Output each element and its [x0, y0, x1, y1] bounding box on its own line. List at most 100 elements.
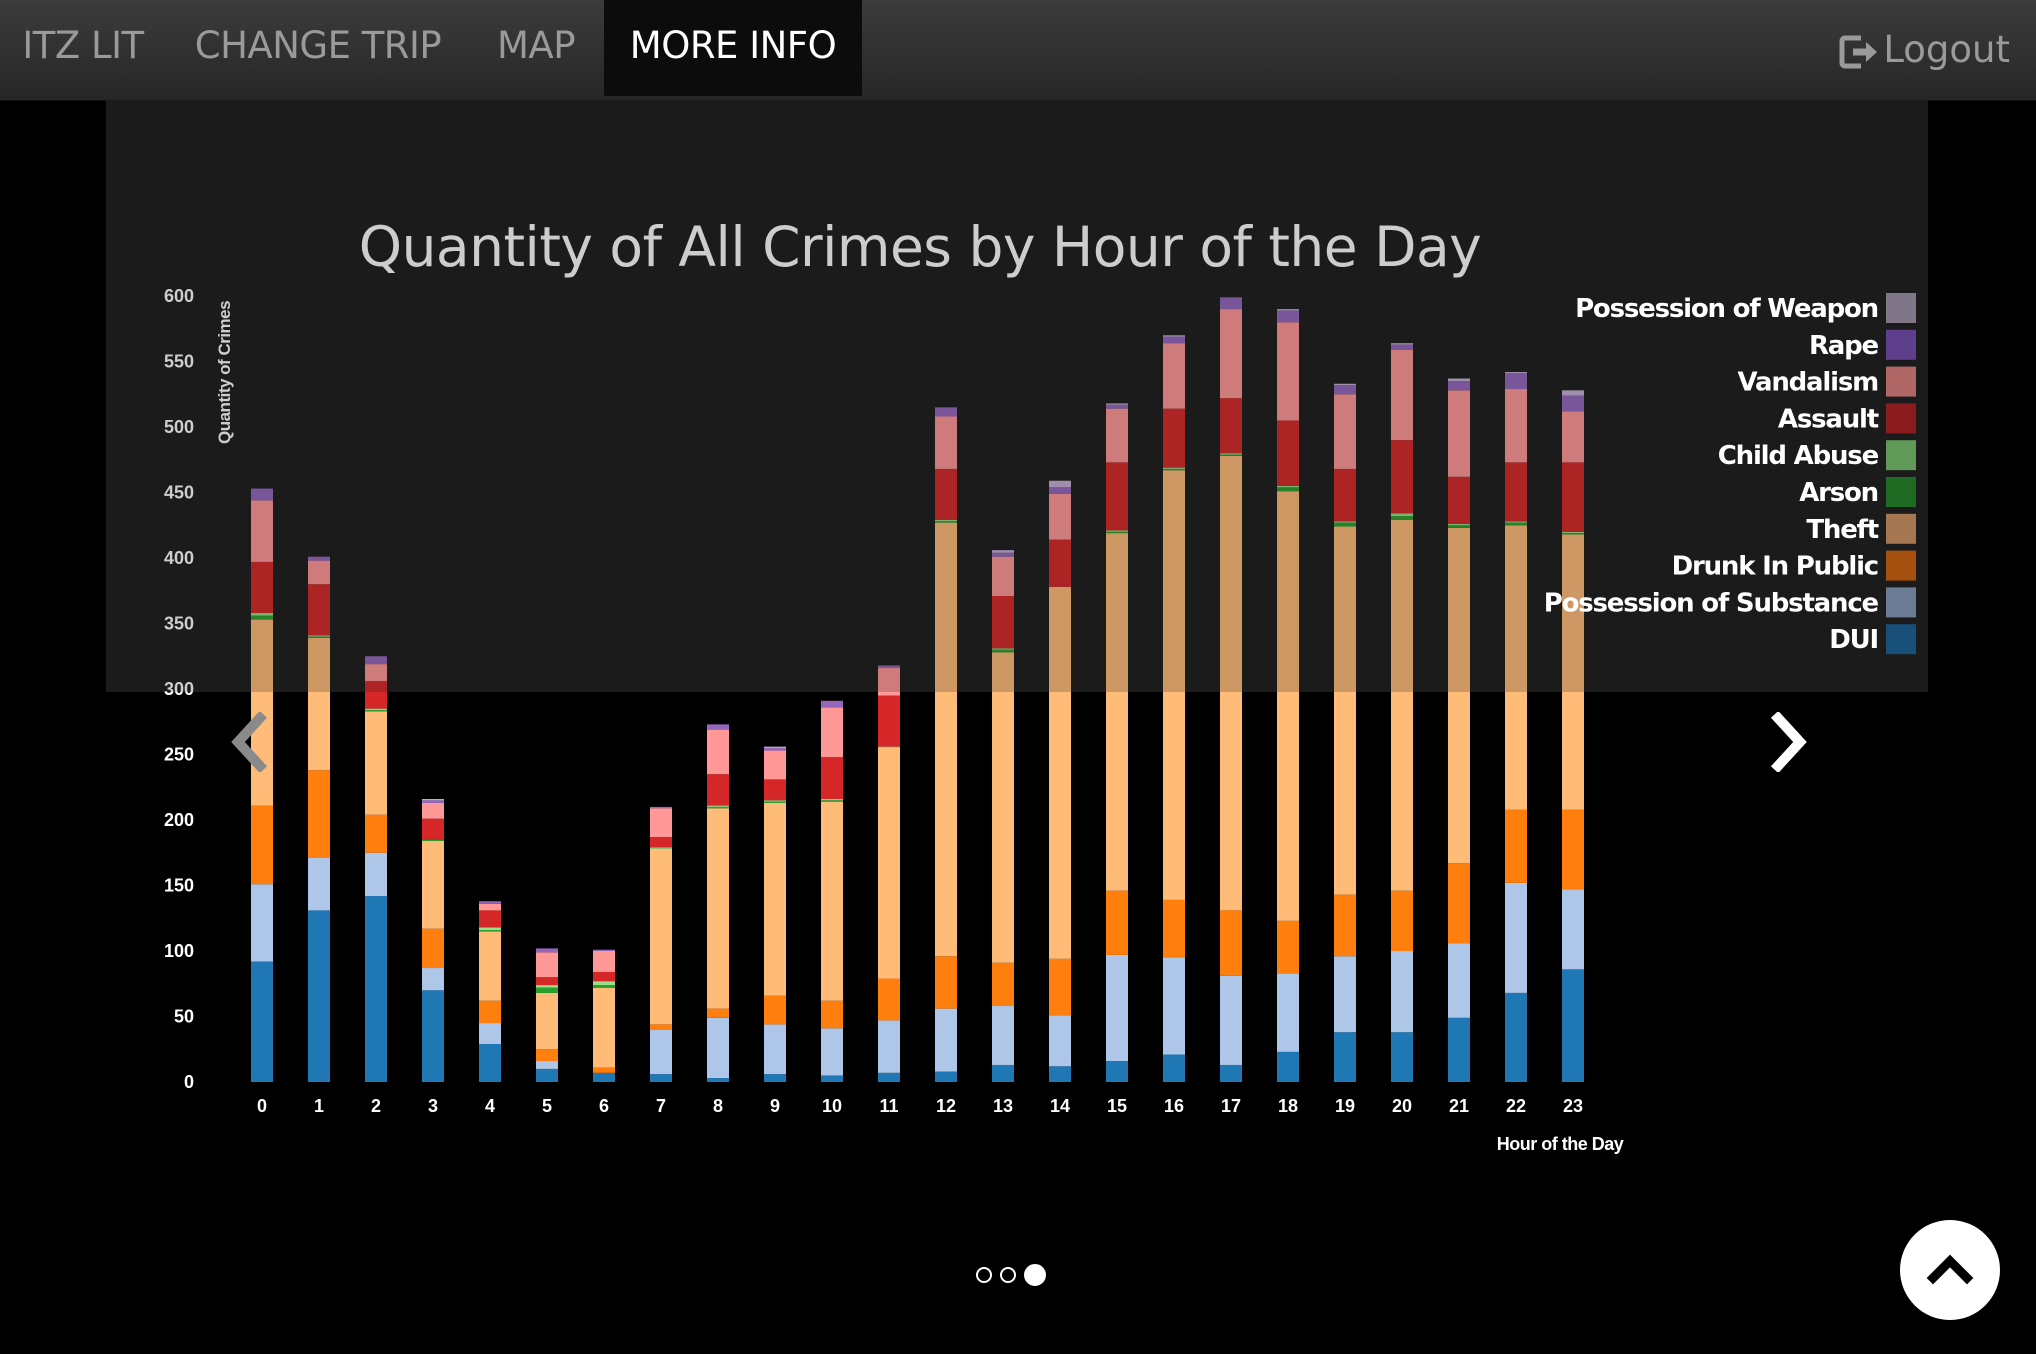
- bar-segment: [251, 561, 273, 614]
- bar-segment: [1334, 383, 1356, 386]
- logout-icon: [1839, 35, 1878, 68]
- bar-segment: [1049, 958, 1071, 1016]
- x-tick-label: 17: [1221, 1096, 1241, 1116]
- bar-segment: [707, 774, 729, 806]
- x-tick-label: 5: [542, 1096, 552, 1116]
- bar-segment: [365, 656, 387, 665]
- legend-label: Possession of Substance: [1544, 588, 1879, 618]
- bar-segment: [764, 1024, 786, 1075]
- bar-segment: [251, 884, 273, 962]
- bar-segment: [308, 637, 330, 771]
- legend-swatch: [1886, 624, 1916, 655]
- bar-segment: [650, 806, 672, 809]
- bar-segment: [479, 927, 501, 931]
- bar-segment: [764, 802, 786, 996]
- bar-segment: [650, 847, 672, 849]
- x-tick-label: 18: [1278, 1096, 1298, 1116]
- bar-segment: [479, 910, 501, 928]
- bar-segment: [707, 808, 729, 1009]
- bar-segment: [422, 839, 444, 841]
- legend-label: Theft: [1806, 515, 1878, 545]
- bar-segment: [707, 1017, 729, 1079]
- bar-segment: [365, 814, 387, 853]
- carousel-indicator-1[interactable]: [976, 1267, 992, 1283]
- bar-segment: [1505, 373, 1527, 390]
- bar-segment: [1505, 992, 1527, 1082]
- logout-button[interactable]: Logout: [1839, 0, 2010, 100]
- nav-item-itz-lit[interactable]: ITZ LIT: [22, 24, 144, 67]
- bar-segment: [992, 595, 1014, 649]
- bar-segment: [308, 636, 330, 638]
- bar-segment: [992, 962, 1014, 1007]
- x-tick-label: 9: [770, 1096, 780, 1116]
- bar-segment: [593, 971, 615, 982]
- legend-swatch: [1886, 293, 1916, 323]
- bar-segment: [1163, 408, 1185, 468]
- legend-swatch: [1886, 513, 1916, 544]
- bar-segment: [1505, 882, 1527, 993]
- carousel-indicator-3[interactable]: [1024, 1264, 1046, 1286]
- legend-swatch: [1886, 550, 1916, 581]
- bar-segment: [1334, 521, 1356, 523]
- bar-segment: [650, 808, 672, 838]
- chevron-left-icon: [231, 710, 268, 774]
- bar-segment: [479, 1044, 501, 1082]
- bar-segment: [764, 800, 786, 802]
- bar-segment: [650, 837, 672, 848]
- scroll-to-top-button[interactable]: [1900, 1220, 2000, 1320]
- y-tick-label: 350: [164, 614, 194, 634]
- y-tick-label: 500: [164, 417, 194, 437]
- bar-segment: [935, 416, 957, 469]
- nav-item-more-info[interactable]: MORE INFO: [604, 0, 862, 96]
- bar-segment: [1106, 530, 1128, 532]
- legend-swatch: [1886, 440, 1916, 471]
- bar-segment: [1391, 440, 1413, 514]
- bar-segment: [1562, 395, 1584, 412]
- bar-segment: [935, 521, 957, 523]
- bar-segment: [1163, 335, 1185, 337]
- carousel-indicator-2[interactable]: [1000, 1267, 1016, 1283]
- bar-segment: [593, 985, 615, 988]
- bar-segment: [365, 852, 387, 896]
- chart-panel-background: [106, 100, 1928, 692]
- legend-label: Rape: [1809, 331, 1879, 361]
- bar-segment: [251, 805, 273, 885]
- y-tick-label: 100: [164, 941, 194, 961]
- bar-segment: [1448, 390, 1470, 477]
- bar-segment: [821, 799, 843, 801]
- bar-segment: [1277, 487, 1299, 492]
- bar-segment: [1448, 943, 1470, 1018]
- carousel-prev-button[interactable]: [226, 710, 276, 774]
- bar-segment: [992, 649, 1014, 653]
- legend-swatch: [1886, 477, 1916, 507]
- bar-segment: [707, 724, 729, 730]
- bar-segment: [1220, 910, 1242, 976]
- bar-segment: [536, 985, 558, 988]
- bar-segment: [422, 802, 444, 819]
- bar-segment: [479, 903, 501, 911]
- y-tick-label: 450: [164, 483, 194, 503]
- x-tick-label: 20: [1392, 1096, 1412, 1116]
- nav-item-map[interactable]: MAP: [496, 24, 576, 67]
- x-tick-label: 22: [1506, 1096, 1526, 1116]
- bar-segment: [1277, 310, 1299, 323]
- bar-segment: [308, 584, 330, 636]
- x-tick-label: 14: [1050, 1096, 1070, 1116]
- bar-segment: [707, 1078, 729, 1082]
- bar-segment: [821, 800, 843, 802]
- bar-segment: [764, 1074, 786, 1082]
- bar-segment: [1106, 403, 1128, 405]
- x-tick-label: 1: [314, 1096, 324, 1116]
- carousel-next-button[interactable]: [1762, 710, 1812, 774]
- bar-segment: [764, 747, 786, 751]
- x-tick-label: 11: [879, 1096, 898, 1116]
- bar-segment: [764, 750, 786, 780]
- nav-item-change-trip[interactable]: CHANGE TRIP: [194, 24, 442, 67]
- bar-segment: [1391, 1032, 1413, 1082]
- bar-segment: [1448, 525, 1470, 528]
- bar-segment: [365, 708, 387, 710]
- bar-segment: [878, 1020, 900, 1073]
- bar-segment: [536, 992, 558, 1050]
- bar-segment: [707, 1008, 729, 1018]
- bar-segment: [1562, 531, 1584, 534]
